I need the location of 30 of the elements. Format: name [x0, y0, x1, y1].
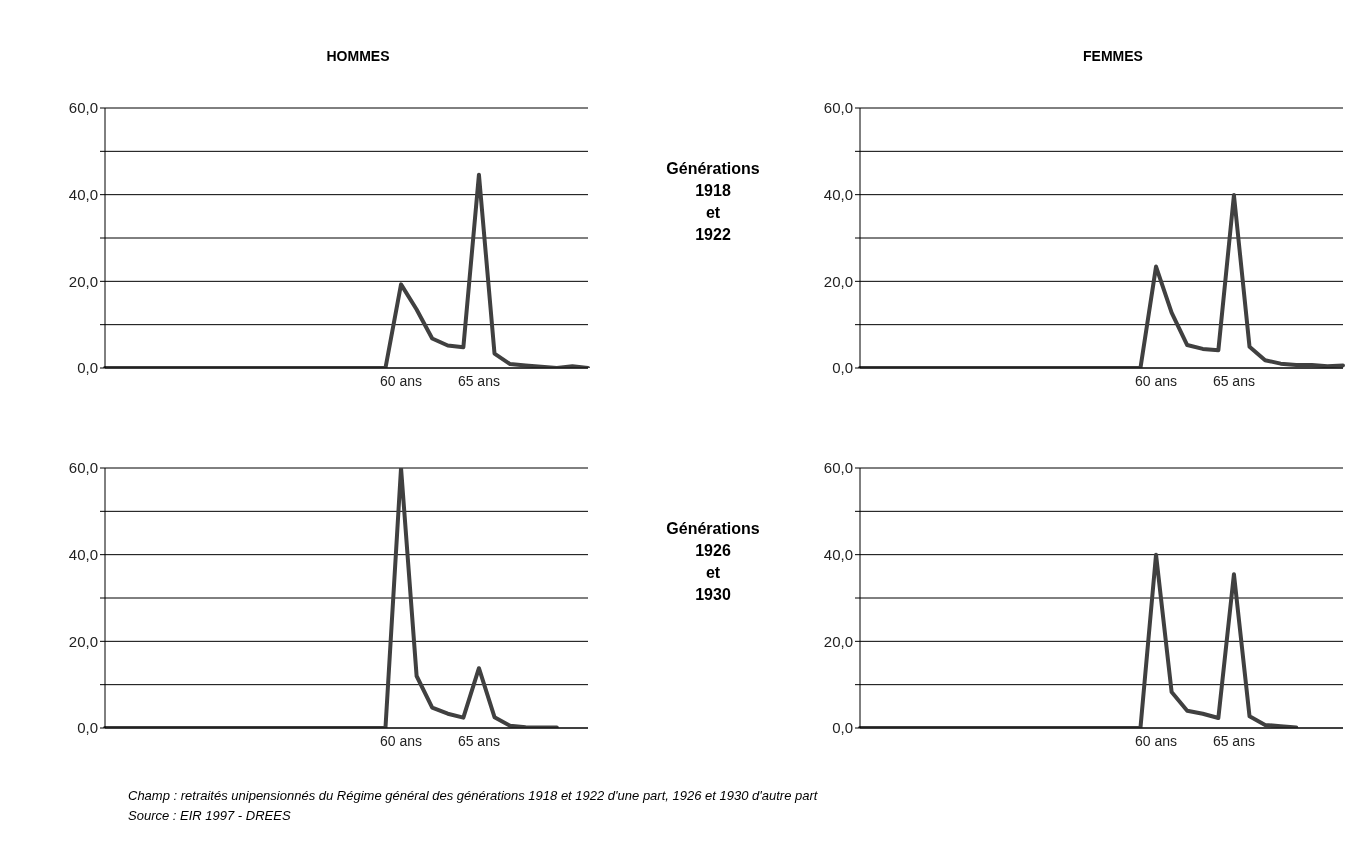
y-tick-label: 20,0 — [68, 632, 98, 650]
y-tick-label: 40,0 — [68, 185, 98, 203]
y-tick-label: 0,0 — [832, 719, 853, 737]
y-tick-label: 40,0 — [68, 545, 98, 563]
y-tick-label: 40,0 — [823, 545, 853, 563]
y-tick-label: 60,0 — [68, 459, 98, 477]
y-tick-label: 20,0 — [68, 272, 98, 290]
x-tick-label: 65 ans — [457, 732, 500, 749]
x-tick-label: 65 ans — [1212, 732, 1255, 749]
chart-title: FEMMES — [1082, 48, 1144, 64]
chart-title: HOMMES — [325, 48, 391, 64]
x-tick-label: 65 ans — [457, 372, 500, 389]
x-tick-label: 60 ans — [380, 372, 423, 389]
y-tick-label: 60,0 — [823, 459, 853, 477]
text: Générations 1926 et 1930 — [665, 519, 761, 605]
x-tick-label: 65 ans — [1212, 372, 1255, 389]
y-tick-label: 0,0 — [77, 359, 98, 377]
y-tick-label: 40,0 — [823, 185, 853, 203]
text: Générations 1918 et 1922 — [665, 159, 761, 245]
source-note: Source : EIR 1997 - DREES — [128, 808, 291, 823]
y-tick-label: 60,0 — [68, 99, 98, 117]
y-tick-label: 60,0 — [823, 99, 853, 117]
y-tick-label: 0,0 — [832, 359, 853, 377]
x-tick-label: 60 ans — [1135, 732, 1178, 749]
y-tick-label: 20,0 — [823, 272, 853, 290]
y-tick-label: 0,0 — [77, 719, 98, 737]
x-tick-label: 60 ans — [380, 732, 423, 749]
text: Champ : retraités unipensionnés du Régime général des générations 1918 et 1922 d'une part, 1926 et 1930 d'autre part — [128, 788, 818, 803]
y-tick-label: 20,0 — [823, 632, 853, 650]
x-tick-label: 60 ans — [1135, 372, 1178, 389]
